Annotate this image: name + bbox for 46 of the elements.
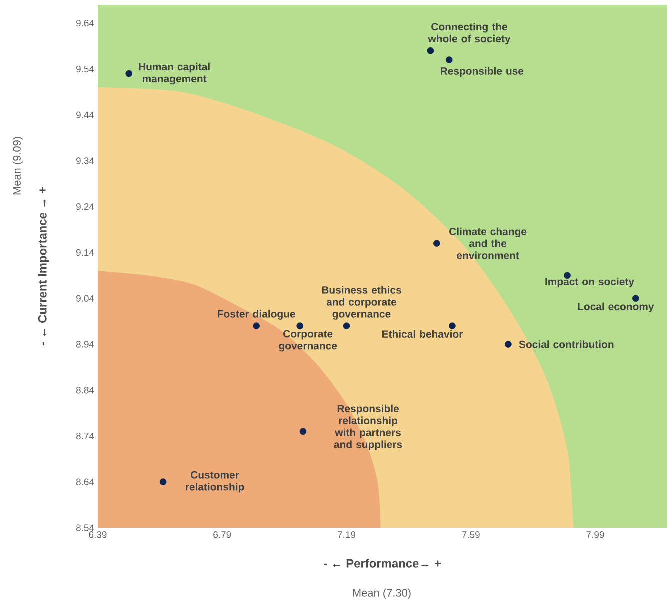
text: Mean (7.30) [353, 588, 411, 600]
y-tick-label: 8.84 [76, 387, 94, 394]
y-tick-label: 9.64 [76, 20, 94, 27]
point [446, 56, 453, 64]
point [449, 322, 456, 330]
point [160, 478, 167, 486]
x-tick-label: 7.19 [338, 532, 356, 538]
y-axis-title: - ← Current Importance → + [38, 187, 50, 346]
y-tick-label: 8.94 [76, 341, 94, 348]
annotation: Human capital management [139, 62, 210, 85]
point [296, 322, 304, 330]
annotation: Social contribution [519, 340, 614, 348]
x-tick-label: 6.79 [214, 532, 232, 538]
point [253, 322, 260, 330]
x-tick-label: 6.39 [89, 532, 107, 538]
point [300, 428, 307, 436]
point [343, 322, 350, 330]
annotation: Customer relationship [186, 471, 244, 493]
point [505, 341, 512, 348]
point [434, 240, 440, 247]
annotation: Foster dialogue [218, 310, 296, 320]
y-tick-label: 9.14 [76, 249, 94, 256]
annotation: Connecting the whole of society [428, 22, 511, 45]
point [632, 295, 640, 302]
text: Mean (9.09) [12, 137, 24, 195]
y-tick-label: 9.04 [76, 295, 94, 302]
y-tick-label: 8.64 [76, 478, 94, 486]
point [427, 47, 434, 54]
x-tick-label: 7.99 [586, 532, 604, 538]
annotation: Business ethics and corporate governance [322, 286, 402, 320]
y-tick-label: 9.54 [76, 66, 94, 73]
point [126, 70, 132, 78]
y-tick-label: 9.24 [76, 203, 94, 210]
y-tick-label: 9.34 [76, 158, 94, 164]
annotation: Local economy [578, 302, 654, 313]
annotation: Ethical behavior [382, 330, 464, 338]
annotation: Responsible relationship with partners and suppliers [334, 404, 402, 450]
annotation: Impact on society [546, 278, 634, 288]
annotation: Responsible use [441, 67, 524, 77]
y-tick-label: 8.74 [76, 432, 94, 440]
annotation: Climate change and the environment [450, 228, 527, 260]
x-tick-label: 7.59 [462, 532, 480, 538]
annotation: Corporate governance [279, 330, 338, 352]
x-axis-title: - ← Performance→ + [324, 559, 441, 568]
y-tick-label: 8.54 [76, 524, 94, 532]
y-tick-label: 9.44 [76, 112, 94, 118]
